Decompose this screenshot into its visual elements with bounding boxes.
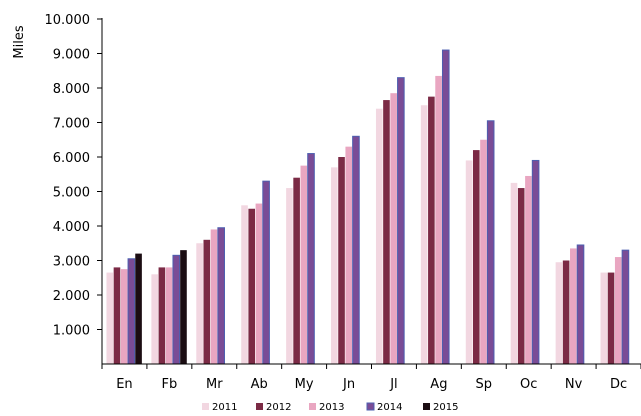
x-tick-label: Dc [610, 377, 627, 392]
bar-2015-en [135, 253, 142, 364]
bars [106, 49, 630, 365]
bar-2014-fb [172, 254, 181, 365]
bar-2013-jl [390, 93, 397, 365]
x-tick-label: Ab [251, 377, 268, 392]
bar-2013-nv [570, 248, 577, 364]
y-tick-label: 8.000 [53, 82, 90, 97]
x-tick-label: My [295, 377, 314, 392]
bar-2014-jn [352, 135, 360, 365]
bar-2011-fb [151, 274, 158, 364]
bar-2011-en [106, 272, 114, 364]
axes [101, 18, 641, 369]
y-tick-label: 3.000 [53, 255, 90, 270]
x-tick-label: Ag [430, 377, 447, 392]
bar-2013-en [120, 269, 128, 365]
bar-2012-nv [562, 260, 570, 364]
bar-2013-my [300, 165, 308, 364]
bar-2012-jl [383, 100, 390, 364]
bar-2011-dc [600, 272, 608, 364]
legend-swatch-2012 [256, 403, 263, 410]
bar-2013-mr [210, 229, 218, 364]
legend-swatch-2013 [309, 403, 316, 410]
bar-2013-ag [435, 75, 442, 365]
x-tick-label: Jl [389, 377, 397, 392]
bar-2014-oc [531, 159, 540, 365]
bar-2011-ab [241, 205, 248, 364]
bar-2012-ag [428, 96, 435, 365]
bar-2011-mr [196, 243, 203, 364]
bar-2015-fb [180, 250, 187, 364]
y-tick-label: 6.000 [53, 151, 90, 166]
bar-2014-ab [262, 180, 270, 365]
y-axis-title: Miles [12, 25, 27, 58]
x-tick-label: Jn [342, 377, 355, 392]
legend-label-2014: 2014 [377, 402, 402, 413]
bar-2014-mr [217, 227, 225, 365]
legend: 2011 2012 2013 2014 2015 [202, 402, 458, 413]
x-tick-label: Oc [520, 377, 537, 392]
y-tick-label: 5.000 [53, 186, 90, 201]
legend-label-2012: 2012 [266, 402, 291, 413]
bar-2011-sp [465, 160, 473, 364]
bar-2013-jn [345, 146, 353, 364]
bar-2013-dc [614, 257, 622, 364]
bar-2013-oc [525, 175, 532, 364]
legend-label-2013: 2013 [319, 402, 344, 413]
bar-2013-sp [480, 139, 487, 364]
x-tick-label: Nv [565, 377, 583, 392]
bar-2014-dc [621, 249, 630, 365]
y-tick-label: 4.000 [53, 220, 90, 235]
bar-2014-jl [397, 77, 405, 365]
bar-2014-nv [576, 244, 585, 365]
bar-2012-jn [338, 157, 345, 364]
legend-label-2015: 2015 [433, 402, 458, 413]
legend-label-2011: 2011 [212, 402, 237, 413]
y-tick-label: 9.000 [53, 48, 90, 63]
x-tick-label: Sp [476, 377, 493, 392]
x-tick-label: Fb [162, 377, 178, 392]
bar-2013-fb [165, 267, 173, 364]
legend-swatch-2014 [366, 402, 375, 411]
bar-2014-en [127, 258, 136, 365]
x-tick-label: Mr [206, 377, 223, 392]
bar-2011-oc [510, 182, 518, 365]
legend-swatch-2015 [423, 403, 430, 410]
y-axis-ticks: 10.000 9.000 8.000 7.000 6.000 5.000 4.000 3.00… [45, 13, 102, 339]
x-tick-label: En [116, 377, 132, 392]
x-axis-labels: En Fb Mr Ab My Jn Jl Ag Sp Oc Nv Dc [116, 377, 627, 392]
bar-2012-mr [203, 239, 211, 364]
bar-2012-fb [158, 267, 166, 364]
bar-2013-ab [255, 203, 263, 364]
bar-2012-en [113, 267, 121, 364]
bar-2012-dc [607, 272, 615, 364]
bar-2012-my [293, 177, 300, 364]
bar-2011-ag [420, 105, 428, 364]
bar-2014-ag [441, 49, 450, 365]
bar-2011-nv [555, 262, 563, 364]
y-tick-label: 1.000 [53, 324, 90, 339]
legend-swatch-2011 [202, 403, 209, 410]
y-tick-label: 10.000 [45, 13, 91, 28]
y-tick-label: 7.000 [53, 117, 90, 132]
bar-2011-jl [375, 108, 383, 364]
bar-2014-my [307, 153, 315, 365]
bar-2012-sp [472, 150, 480, 364]
bar-2012-ab [248, 208, 256, 364]
bar-2012-oc [517, 188, 525, 364]
y-tick-label: 2.000 [53, 289, 90, 304]
bar-2011-my [286, 188, 293, 364]
bar-2011-jn [331, 167, 338, 364]
bar-2014-sp [486, 120, 495, 365]
